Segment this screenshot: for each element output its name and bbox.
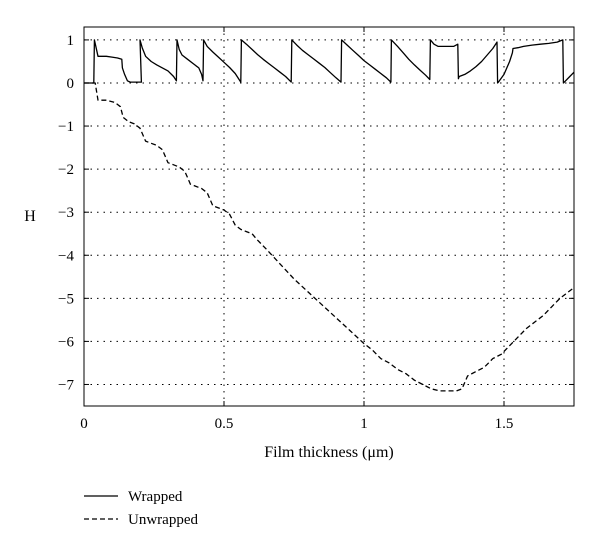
y-tick-label: −2 — [58, 162, 74, 178]
grid-lines — [84, 27, 574, 406]
y-tick-label: −6 — [58, 334, 74, 350]
y-axis-tick-labels: 1 0 −1 −2 −3 −4 −5 −6 −7 — [58, 33, 74, 394]
legend: Wrapped Unwrapped — [84, 489, 198, 528]
x-tick-label: 0 — [80, 416, 88, 432]
y-tick-label: −5 — [58, 291, 74, 307]
plot-area-frame — [83, 26, 575, 407]
x-tick-label: 0.5 — [215, 416, 234, 432]
axis-ticks — [83, 27, 574, 406]
legend-label-unwrapped: Unwrapped — [128, 512, 198, 528]
y-tick-label: −3 — [58, 205, 74, 221]
x-tick-label: 1.5 — [495, 416, 514, 432]
y-tick-label: −7 — [58, 377, 74, 393]
y-tick-label: 0 — [67, 76, 75, 92]
x-axis-title: Film thickness (μm) — [264, 444, 393, 461]
series-line-unwrapped — [84, 82, 575, 392]
y-tick-label: −1 — [58, 119, 74, 135]
x-tick-label: 1 — [360, 416, 368, 432]
series-lines — [84, 39, 575, 392]
series-line-wrapped — [84, 39, 575, 84]
y-tick-label: 1 — [67, 33, 75, 49]
y-tick-label: −4 — [58, 248, 74, 264]
legend-label-wrapped: Wrapped — [128, 489, 183, 505]
x-axis-tick-labels: 0 0.5 1 1.5 — [80, 416, 513, 432]
y-axis-title: H — [24, 208, 36, 225]
